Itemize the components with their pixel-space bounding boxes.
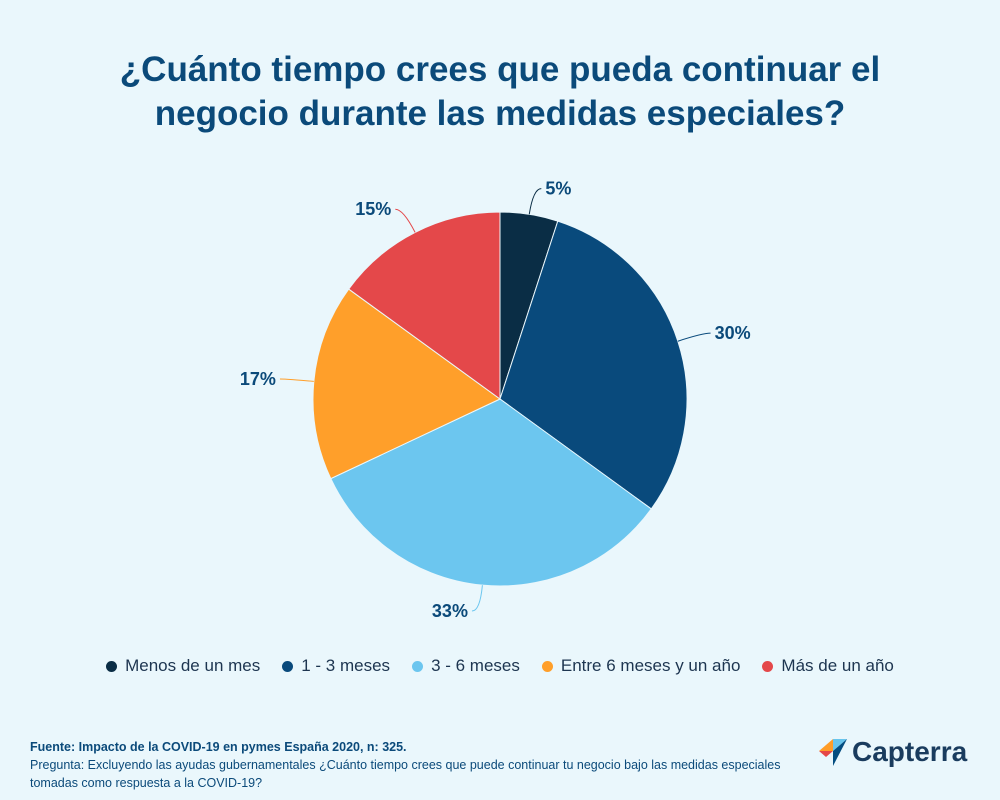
- legend-item-mas-de-un-ano: Más de un año: [762, 656, 894, 676]
- data-label-1-3-meses: 30%: [715, 323, 751, 343]
- legend-item-menos-de-un-mes: Menos de un mes: [106, 656, 260, 676]
- capterra-logo: Capterra: [818, 736, 967, 768]
- pie-chart: 5% 30% 33% 17% 15%: [240, 179, 751, 621]
- legend-label-entre-6-meses-y-un-ano: Entre 6 meses y un año: [560, 656, 741, 675]
- capterra-arrow-icon: [819, 739, 847, 766]
- legend-swatch-menos-de-un-mes: [106, 660, 118, 672]
- legend-label-1-3-meses: 1 - 3 meses: [301, 656, 391, 675]
- data-label-entre-6-meses-y-un-ano: 17%: [240, 369, 276, 389]
- leader-line-menos-de-un-mes: [528, 188, 542, 215]
- question-note: Pregunta: Excluyendo las ayudas gubernam…: [30, 758, 781, 790]
- leader-line-entre-6-meses-y-un-ano: [279, 378, 314, 382]
- legend-swatch-entre-6-meses-y-un-ano: [541, 660, 553, 672]
- legend: Menos de un mes 1 - 3 meses 3 - 6 meses Ent…: [0, 656, 1000, 676]
- leader-line-3-6-meses: [471, 585, 483, 612]
- legend-label-3-6-meses: 3 - 6 meses: [431, 656, 520, 675]
- legend-item-1-3-meses: 1 - 3 meses: [282, 656, 390, 676]
- capterra-logo-text: Capterra: [852, 736, 968, 767]
- legend-item-3-6-meses: 3 - 6 meses: [412, 656, 520, 676]
- footer: Fuente: Impacto de la COVID-19 en pymes …: [30, 738, 790, 792]
- chart-title-line-2: negocio durante las medidas especiales?: [154, 94, 846, 133]
- data-label-mas-de-un-ano: 15%: [355, 199, 391, 219]
- pie-slice-mas-de-un-ano: [348, 211, 501, 400]
- data-label-menos-de-un-mes: 5%: [545, 179, 571, 199]
- legend-item-entre-6-meses-y-un-ano: Entre 6 meses y un año: [541, 656, 741, 676]
- legend-swatch-mas-de-un-ano: [762, 660, 774, 672]
- chart-title: ¿Cuánto tiempo crees que pueda continuar…: [40, 48, 960, 136]
- chart-title-line-1: ¿Cuánto tiempo crees que pueda continuar…: [119, 50, 881, 89]
- legend-swatch-3-6-meses: [412, 660, 424, 672]
- pie-slice-3-6-meses: [330, 398, 652, 587]
- source-note: Fuente: Impacto de la COVID-19 en pymes …: [30, 740, 407, 754]
- data-label-3-6-meses: 33%: [432, 601, 468, 621]
- legend-swatch-1-3-meses: [282, 660, 294, 672]
- pie-slice-1-3-meses: [499, 220, 688, 510]
- legend-label-mas-de-un-ano: Más de un año: [781, 656, 894, 675]
- legend-label-menos-de-un-mes: Menos de un mes: [125, 656, 261, 675]
- leader-line-1-3-meses: [677, 332, 711, 342]
- leader-line-mas-de-un-ano: [395, 208, 416, 233]
